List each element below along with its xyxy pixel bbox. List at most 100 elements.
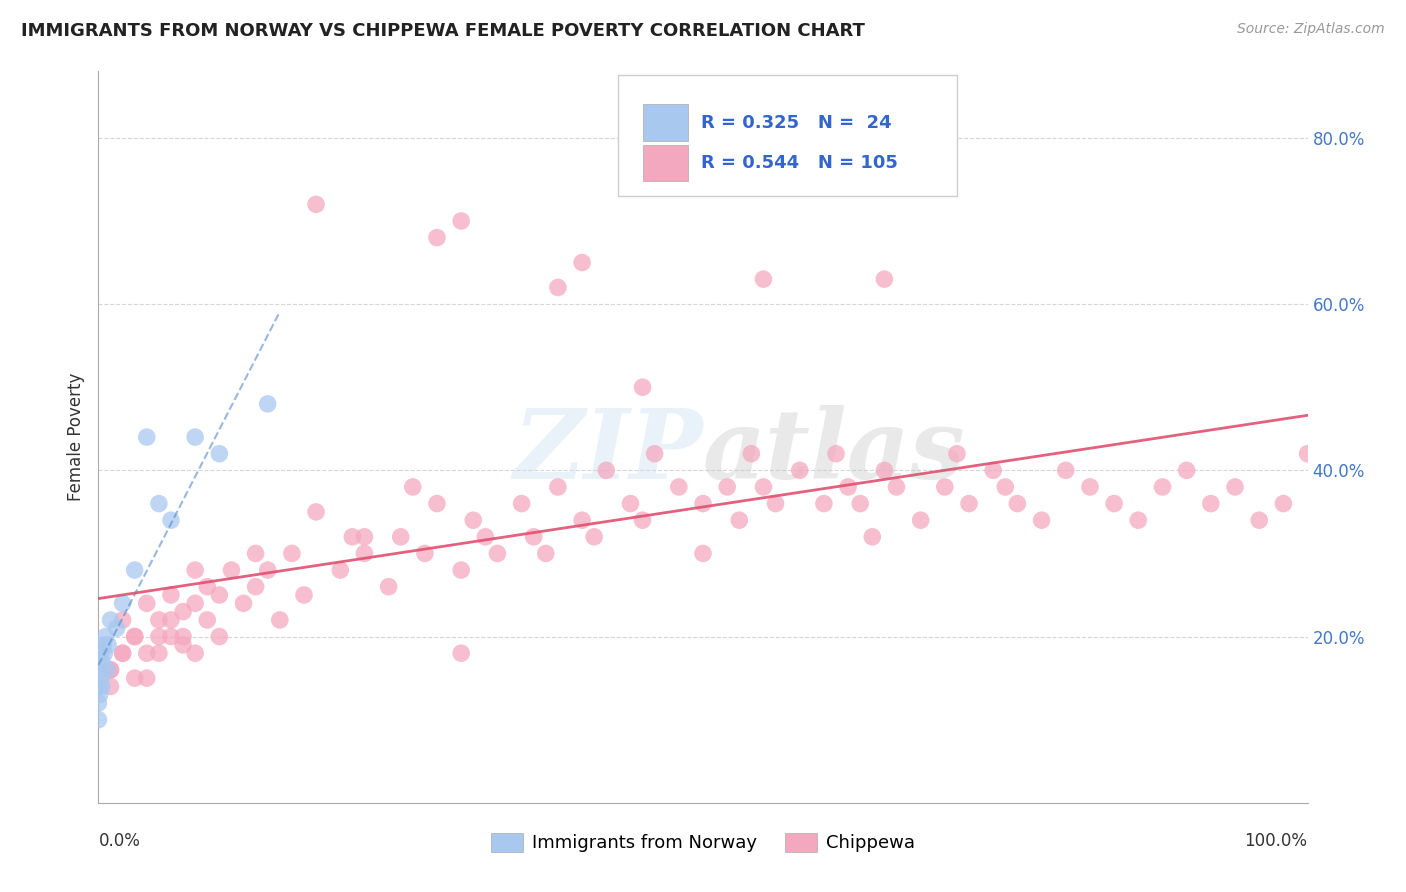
Point [837, 480, 859, 494]
Point [450, 563, 472, 577]
Point [450, 646, 472, 660]
Point [873, 463, 896, 477]
Point [1128, 513, 1150, 527]
Point [256, 397, 278, 411]
Point [377, 580, 399, 594]
Point [111, 646, 134, 660]
Point [160, 513, 183, 527]
Point [1223, 480, 1246, 494]
Point [426, 230, 449, 244]
Text: 0.0%: 0.0% [98, 832, 141, 850]
Point [89, 663, 111, 677]
Point [172, 638, 194, 652]
Point [534, 546, 557, 560]
Point [1175, 463, 1198, 477]
Point [100, 613, 122, 627]
Point [728, 513, 751, 527]
Point [124, 563, 146, 577]
Point [184, 646, 207, 660]
Point [571, 513, 593, 527]
Point [1296, 447, 1319, 461]
Point [148, 613, 170, 627]
Point [232, 596, 254, 610]
Point [111, 646, 134, 660]
Text: R = 0.325   N =  24: R = 0.325 N = 24 [700, 113, 891, 131]
Point [668, 480, 690, 494]
Point [87, 680, 110, 694]
Point [353, 530, 375, 544]
Point [1054, 463, 1077, 477]
Point [692, 497, 714, 511]
Point [135, 430, 157, 444]
Point [631, 513, 654, 527]
Text: IMMIGRANTS FROM NORWAY VS CHIPPEWA FEMALE POVERTY CORRELATION CHART: IMMIGRANTS FROM NORWAY VS CHIPPEWA FEMAL… [21, 22, 865, 40]
Point [825, 447, 848, 461]
Y-axis label: Female Poverty: Female Poverty [67, 373, 86, 501]
Point [91, 680, 114, 694]
Point [111, 613, 134, 627]
Point [87, 646, 110, 660]
FancyBboxPatch shape [619, 75, 957, 195]
Point [342, 530, 364, 544]
Point [1078, 480, 1101, 494]
Point [571, 255, 593, 269]
Point [450, 214, 472, 228]
Point [389, 530, 412, 544]
Point [97, 638, 120, 652]
Point [160, 630, 183, 644]
Point [510, 497, 533, 511]
Point [1199, 497, 1222, 511]
Point [100, 663, 122, 677]
Point [644, 447, 666, 461]
Point [124, 671, 146, 685]
Point [957, 497, 980, 511]
Point [208, 588, 231, 602]
Point [184, 430, 207, 444]
Point [135, 646, 157, 660]
Point [583, 530, 606, 544]
Point [208, 447, 231, 461]
Point [474, 530, 496, 544]
Point [860, 530, 883, 544]
Point [631, 380, 654, 394]
Point [148, 646, 170, 660]
Point [172, 630, 194, 644]
Point [413, 546, 436, 560]
Point [910, 513, 932, 527]
Point [353, 546, 375, 560]
Point [93, 646, 115, 660]
Point [547, 280, 569, 294]
Legend: Immigrants from Norway, Chippewa: Immigrants from Norway, Chippewa [484, 826, 922, 860]
Point [813, 497, 835, 511]
Point [692, 546, 714, 560]
Point [245, 546, 267, 560]
Point [256, 563, 278, 577]
Point [934, 480, 956, 494]
Point [148, 630, 170, 644]
Text: atlas: atlas [703, 405, 966, 499]
Point [547, 480, 569, 494]
Point [1249, 513, 1271, 527]
Point [849, 497, 872, 511]
Point [765, 497, 787, 511]
Point [172, 605, 194, 619]
Point [619, 497, 641, 511]
Point [305, 505, 328, 519]
Point [789, 463, 811, 477]
Point [90, 671, 112, 685]
Point [94, 630, 117, 644]
Point [994, 480, 1017, 494]
Point [208, 630, 231, 644]
Point [752, 272, 775, 286]
Point [160, 613, 183, 627]
Point [221, 563, 243, 577]
Point [486, 546, 509, 560]
Point [195, 613, 218, 627]
Point [305, 197, 328, 211]
Point [90, 646, 112, 660]
Point [595, 463, 617, 477]
Point [111, 596, 134, 610]
Point [1152, 480, 1174, 494]
Point [281, 546, 304, 560]
Point [135, 596, 157, 610]
